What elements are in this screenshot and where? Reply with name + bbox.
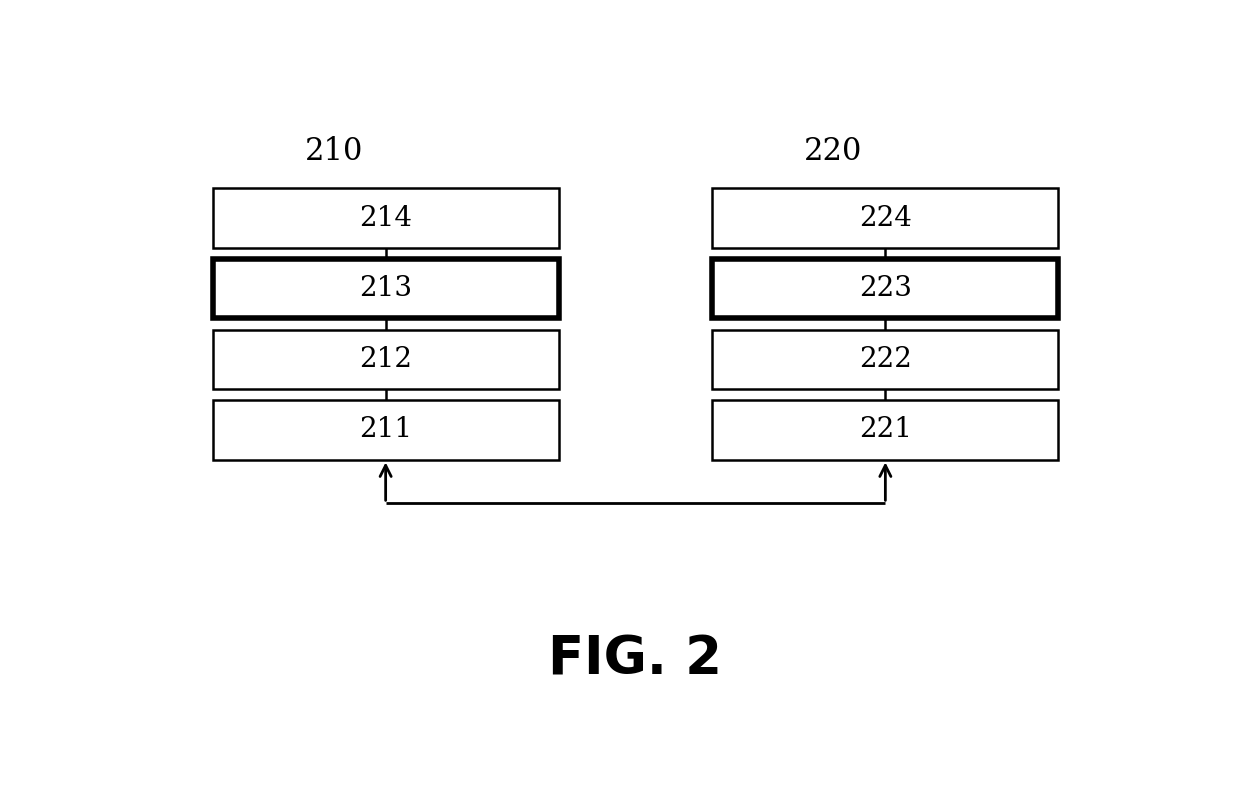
Text: 211: 211 <box>360 416 412 444</box>
Text: FIG. 2: FIG. 2 <box>548 633 723 685</box>
Text: 220: 220 <box>805 135 863 166</box>
Text: 214: 214 <box>360 204 412 232</box>
Bar <box>712 259 1058 319</box>
Bar <box>213 259 558 319</box>
Bar <box>712 188 1058 248</box>
Bar <box>213 400 558 460</box>
Text: 222: 222 <box>859 345 911 373</box>
Text: 210: 210 <box>305 135 363 166</box>
Text: 213: 213 <box>360 275 412 303</box>
Bar <box>712 400 1058 460</box>
Text: 224: 224 <box>859 204 911 232</box>
Bar <box>712 329 1058 389</box>
Bar <box>213 329 558 389</box>
Text: 221: 221 <box>859 416 911 444</box>
Bar <box>213 188 558 248</box>
Text: 223: 223 <box>859 275 911 303</box>
Text: 212: 212 <box>360 345 412 373</box>
